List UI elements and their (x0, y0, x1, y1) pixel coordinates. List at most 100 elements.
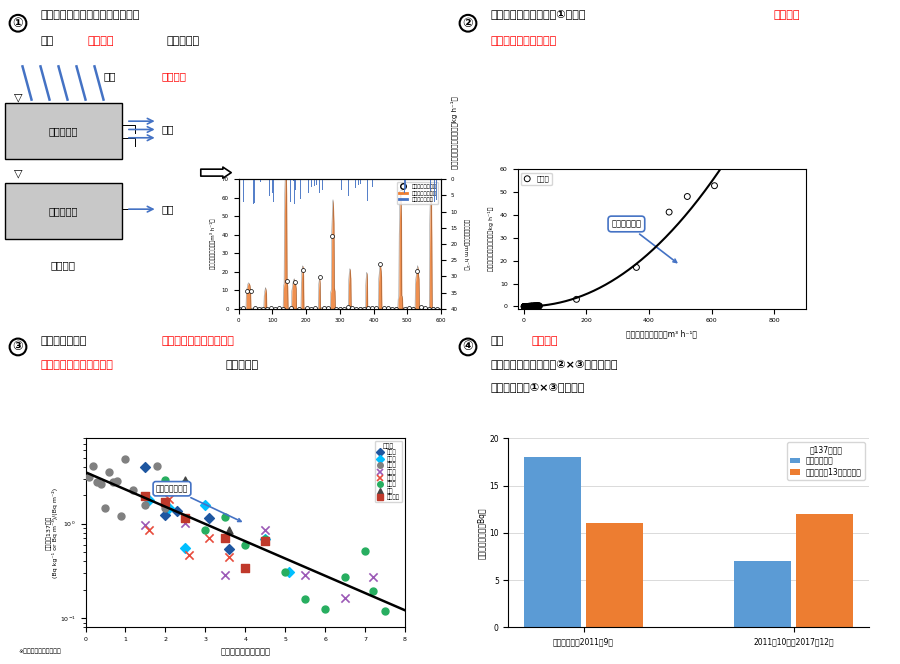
真野川 (198, 500, 212, 511)
Point (523, 301, 537, 311)
Point (348, 303, 363, 314)
Point (393, 187, 408, 197)
X-axis label: 每小时的河水流量（m³ h⁻¹）: 每小时的河水流量（m³ h⁻¹） (626, 329, 697, 338)
太田川 (338, 593, 352, 604)
Point (523, 301, 537, 311)
Text: 根据实测值推算: 根据实测值推算 (40, 336, 87, 347)
宇多川 (139, 461, 153, 472)
鮫川 (178, 475, 193, 485)
Point (518, 301, 532, 312)
Text: 水箱模型: 水箱模型 (50, 260, 76, 271)
Point (410, 266, 424, 276)
請戸川 (158, 474, 173, 485)
Point (398, 303, 412, 314)
請戸川 (365, 586, 380, 597)
Text: 计算: 计算 (491, 336, 504, 347)
Text: 输入降雨的时间变化（实测值），: 输入降雨的时间变化（实测值）， (40, 10, 140, 20)
阿武隈川 (178, 513, 193, 523)
Point (256, 303, 270, 314)
真野川 (178, 542, 193, 553)
Text: 浅层地下水: 浅层地下水 (49, 126, 77, 136)
新田川 (98, 503, 112, 513)
Point (520, 301, 535, 312)
阿武隈川 (139, 491, 153, 501)
Point (521, 301, 535, 311)
Point (522, 301, 536, 311)
新田川 (106, 477, 121, 487)
Text: 获得的经验公式: 获得的经验公式 (156, 484, 241, 521)
Text: ①: ① (13, 17, 23, 30)
Text: 河水流量: 河水流量 (774, 10, 800, 20)
Point (421, 303, 436, 314)
Point (532, 301, 546, 311)
Text: 的时间变化: 的时间变化 (166, 37, 200, 46)
Text: 计算: 计算 (40, 37, 54, 46)
請戸川 (178, 477, 193, 488)
Point (521, 301, 535, 311)
Y-axis label: 计算铯流出量（兆Bq）: 计算铯流出量（兆Bq） (477, 507, 486, 558)
Point (337, 303, 351, 314)
Text: 降雨: 降雨 (104, 71, 116, 82)
Point (275, 303, 290, 314)
Point (526, 301, 541, 311)
Bar (4, 103, 122, 159)
Point (356, 303, 372, 314)
Point (527, 301, 542, 311)
Point (518, 301, 533, 312)
Point (519, 301, 534, 312)
Point (312, 272, 327, 282)
Point (251, 303, 266, 314)
Point (317, 303, 331, 313)
新田川 (158, 502, 173, 513)
Y-axis label: 标准化铯137浓度
(Bq kg⁻¹ or Bq m⁻³)/(Bq m⁻²): 标准化铯137浓度 (Bq kg⁻¹ or Bq m⁻³)/(Bq m⁻²) (46, 488, 58, 578)
Point (528, 301, 543, 311)
Point (236, 303, 250, 313)
Point (527, 301, 542, 311)
Text: 时间变化: 时间变化 (327, 259, 357, 272)
請戸川 (358, 546, 373, 557)
Point (248, 303, 262, 313)
新田川 (110, 475, 124, 486)
Text: 河流: 河流 (162, 204, 175, 214)
Bar (586, 523, 643, 627)
Y-axis label: 每小时的降水量（mm h⁻¹）: 每小时的降水量（mm h⁻¹） (463, 218, 469, 270)
Point (530, 300, 544, 311)
Point (649, 108, 663, 118)
阿武隈川 (238, 562, 252, 573)
請戸川 (258, 534, 273, 544)
Point (361, 303, 375, 313)
請戸川 (238, 539, 252, 550)
Point (522, 301, 536, 311)
Text: ▽: ▽ (14, 168, 22, 179)
Point (377, 303, 392, 313)
阿武隈川 (218, 533, 232, 544)
Text: ④: ④ (463, 341, 473, 353)
真野川 (162, 503, 176, 514)
Point (522, 301, 536, 311)
Point (525, 301, 539, 311)
Point (260, 303, 274, 314)
Point (518, 301, 532, 312)
Point (405, 303, 419, 314)
Point (530, 301, 544, 311)
X-axis label: 事故发生后经过的年数: 事故发生后经过的年数 (220, 648, 270, 657)
Point (304, 303, 319, 314)
Point (519, 301, 534, 312)
Y-axis label: 每小时的悬浮物流出量（kg h⁻¹）: 每小时的悬浮物流出量（kg h⁻¹） (489, 207, 494, 272)
真野川 (258, 533, 273, 544)
請戸川 (318, 604, 332, 614)
新田川 (90, 477, 104, 487)
Point (268, 303, 283, 314)
太田川 (218, 570, 232, 580)
Point (524, 301, 538, 311)
Point (292, 303, 306, 314)
小高川 (162, 493, 176, 504)
Point (680, 191, 695, 202)
Point (527, 301, 542, 311)
阿武隈川 (258, 535, 273, 546)
Point (518, 301, 532, 312)
請戸川 (218, 512, 232, 523)
太田川 (139, 520, 153, 531)
Text: 深层地下水: 深层地下水 (49, 206, 77, 216)
Point (320, 303, 335, 313)
